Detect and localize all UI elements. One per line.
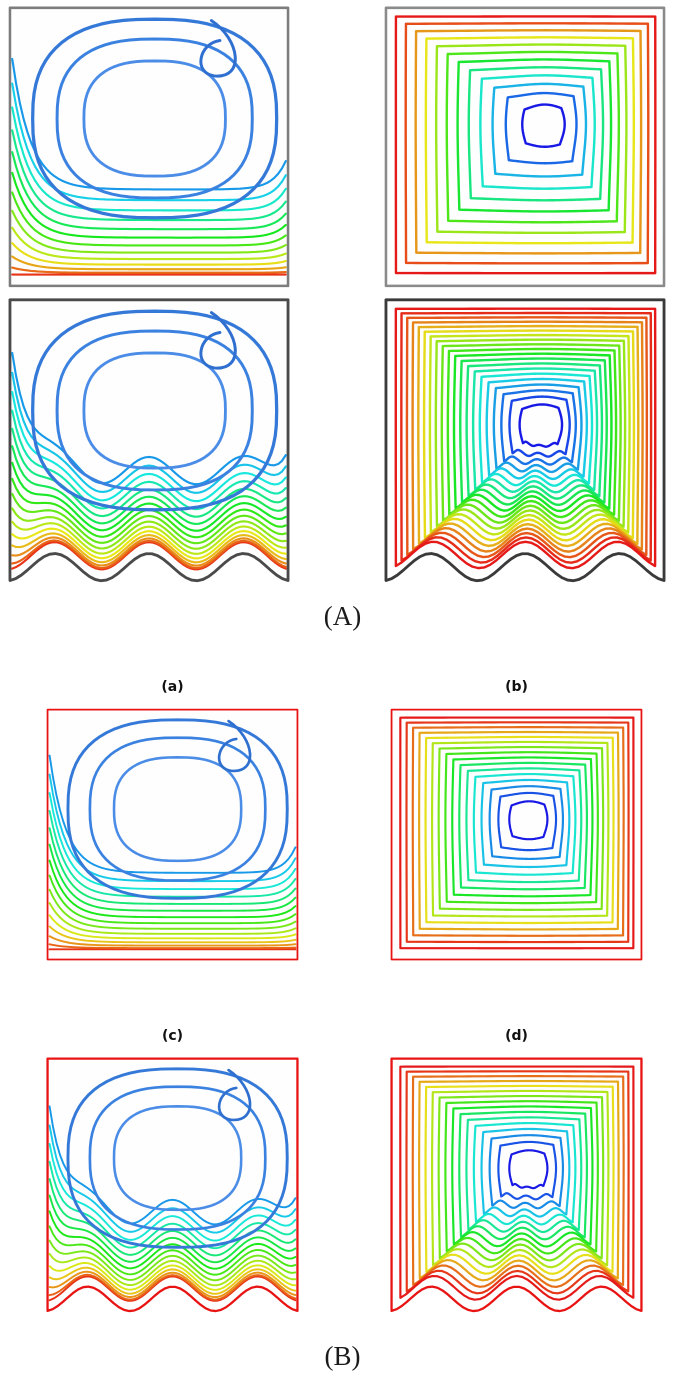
panel-a-isotherms-wavy — [384, 298, 666, 583]
panel-b-isotherms-wavy — [390, 1057, 643, 1313]
panel-label-b: (b) — [505, 679, 528, 695]
panel-a-streamlines-wavy — [8, 298, 290, 583]
panel-b-streamlines-flat — [46, 708, 299, 961]
panel-b-streamlines-wavy — [46, 1057, 299, 1313]
caption-section-b: (B) — [324, 1341, 361, 1371]
section-b-row-1 — [0, 707, 685, 966]
caption-section-a: (A) — [323, 601, 362, 631]
panel-b-isotherms-flat — [390, 708, 643, 961]
panel-a-isotherms-flat — [384, 6, 666, 288]
panel-a-streamlines-flat — [8, 6, 290, 288]
section-a-row-2 — [0, 297, 685, 585]
panel-label-d: (d) — [505, 1028, 528, 1044]
section-b-row-2 — [0, 1056, 685, 1315]
section-a-row-1 — [0, 5, 685, 293]
section-b-labels-2: (c) (d) — [0, 1028, 685, 1044]
panel-label-c: (c) — [161, 1028, 184, 1044]
section-b-labels-1: (a) (b) — [0, 679, 685, 695]
panel-label-a: (a) — [161, 679, 184, 695]
